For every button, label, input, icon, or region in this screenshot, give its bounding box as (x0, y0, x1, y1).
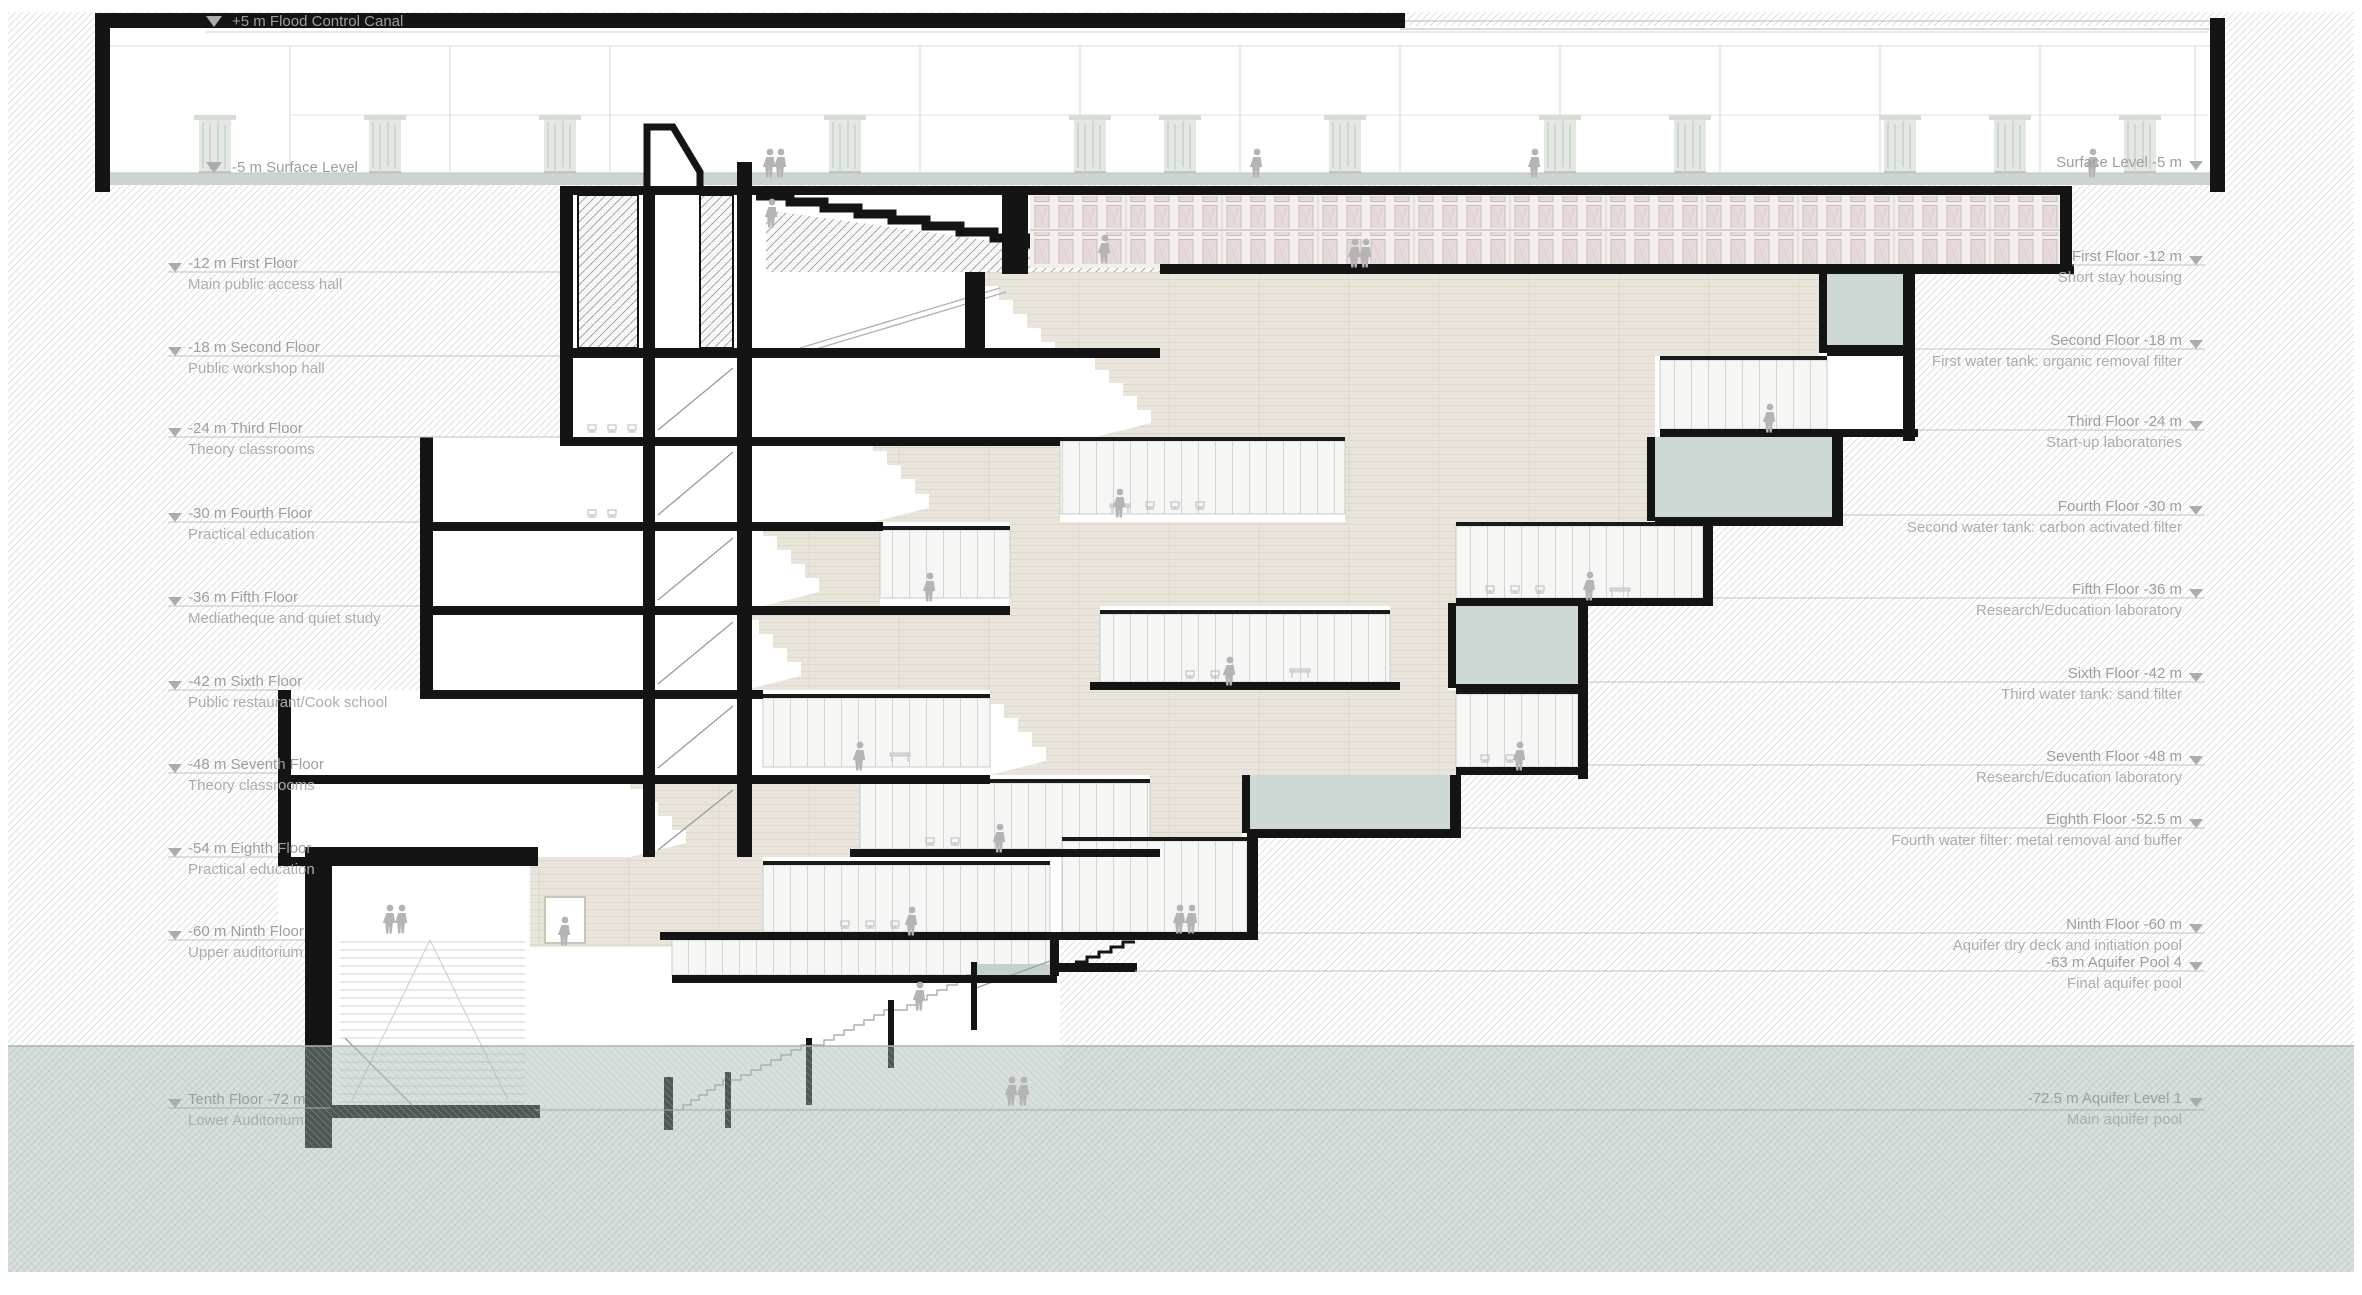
svg-text:-24 m Third Floor: -24 m Third Floor (188, 420, 303, 437)
svg-text:-18 m Second Floor: -18 m Second Floor (188, 339, 320, 356)
svg-text:Aquifer dry deck and initiatio: Aquifer dry deck and initiation pool (1953, 937, 2182, 954)
svg-text:First Floor -12 m: First Floor -12 m (2072, 248, 2182, 265)
level-label: -36 m Fifth Floor Mediatheque and quiet … (168, 589, 420, 627)
level-labels-left: +5 m Flood Control Canal -5 m Surface Le… (168, 13, 2208, 1129)
svg-text:Third Floor -24 m: Third Floor -24 m (2067, 413, 2182, 430)
svg-text:Seventh Floor -48 m: Seventh Floor -48 m (2046, 748, 2182, 765)
svg-text:Public workshop hall: Public workshop hall (188, 360, 325, 377)
svg-text:Fifth Floor -36 m: Fifth Floor -36 m (2072, 581, 2182, 598)
svg-text:Public restaurant/Cook school: Public restaurant/Cook school (188, 694, 387, 711)
stair-tower-top (643, 123, 704, 194)
first-water-tank (1827, 272, 1910, 349)
third-water-tank (1456, 603, 1582, 686)
svg-text:Third water tank: sand filter: Third water tank: sand filter (2001, 686, 2182, 703)
second-water-tank (1655, 437, 1832, 519)
svg-text:Start-up laboratories: Start-up laboratories (2046, 434, 2182, 451)
level-label: -72.5 m Aquifer Level 1 Main aquifer poo… (2028, 1090, 2203, 1128)
aquifer-pool (8, 1045, 2354, 1272)
svg-text:Final aquifer pool: Final aquifer pool (2067, 975, 2182, 992)
svg-text:Surface Level -5 m: Surface Level -5 m (2056, 154, 2182, 171)
svg-text:-42 m Sixth Floor: -42 m Sixth Floor (188, 673, 302, 690)
svg-text:Research/Education laboratory: Research/Education laboratory (1976, 602, 2182, 619)
initiation-pool (977, 964, 1052, 975)
svg-text:Main aquifer pool: Main aquifer pool (2067, 1111, 2182, 1128)
short-stay-housing-band (1030, 192, 2060, 268)
svg-text:-72.5 m Aquifer Level 1: -72.5 m Aquifer Level 1 (2028, 1090, 2182, 1107)
level-label: -42 m Sixth Floor Public restaurant/Cook… (168, 673, 387, 711)
svg-text:Tenth Floor -72 m: Tenth Floor -72 m (188, 1091, 306, 1108)
level-label: -24 m Third Floor Theory classrooms (168, 420, 560, 458)
svg-text:Mediatheque and quiet study: Mediatheque and quiet study (188, 610, 381, 627)
svg-text:Practical education: Practical education (188, 526, 315, 543)
svg-text:Main public access hall: Main public access hall (188, 276, 342, 293)
walls (278, 162, 2072, 1148)
level-label: -18 m Second Floor Public workshop hall (168, 339, 560, 377)
svg-text:-5 m Surface Level: -5 m Surface Level (232, 159, 358, 176)
level-label: -48 m Seventh Floor Theory classrooms (168, 756, 324, 794)
terraces (530, 272, 1819, 947)
level-label: -54 m Eighth Floor Practical education (168, 840, 315, 878)
svg-text:-60 m Ninth Floor: -60 m Ninth Floor (188, 923, 304, 940)
canal-interior (108, 26, 2212, 176)
level-label: Eighth Floor -52.5 m Fourth water filter… (1461, 811, 2205, 849)
svg-text:First water tank: organic remo: First water tank: organic removal filter (1932, 353, 2182, 370)
level-label: -30 m Fourth Floor Practical education (168, 505, 420, 543)
svg-text:-36 m Fifth Floor: -36 m Fifth Floor (188, 589, 298, 606)
svg-text:-63 m Aquifer Pool 4: -63 m Aquifer Pool 4 (2046, 954, 2182, 971)
water-tanks (977, 272, 1910, 975)
terrace-rooms (671, 356, 1828, 976)
level-label: +5 m Flood Control Canal (206, 13, 2208, 33)
core-hatched-walls (577, 194, 734, 349)
level-labels-right: Surface Level -5 m First Floor -12 m Sho… (1135, 154, 2205, 1128)
level-label: -63 m Aquifer Pool 4 Final aquifer pool (1135, 954, 2205, 992)
svg-text:Lower Auditorium: Lower Auditorium (188, 1112, 304, 1129)
level-label: Fifth Floor -36 m Research/Education lab… (1713, 581, 2205, 619)
level-label: Fourth Floor -30 m Second water tank: ca… (1843, 498, 2205, 536)
svg-text:Fourth Floor -30 m: Fourth Floor -30 m (2058, 498, 2182, 515)
svg-text:Second Floor -18 m: Second Floor -18 m (2050, 332, 2182, 349)
svg-text:Second water tank: carbon acti: Second water tank: carbon activated filt… (1907, 519, 2182, 536)
svg-text:Practical education: Practical education (188, 861, 315, 878)
level-label: Ninth Floor -60 m Aquifer dry deck and i… (1258, 916, 2205, 954)
level-label: -5 m Surface Level (206, 159, 358, 176)
svg-text:Theory classrooms: Theory classrooms (188, 777, 315, 794)
svg-text:Eighth Floor -52.5 m: Eighth Floor -52.5 m (2046, 811, 2182, 828)
level-label: Third Floor -24 m Start-up laboratories (1918, 413, 2205, 451)
level-label: First Floor -12 m Short stay housing (2058, 248, 2205, 286)
canal-level (95, 13, 2225, 194)
svg-text:+5 m Flood Control Canal: +5 m Flood Control Canal (232, 13, 403, 30)
svg-text:Short stay housing: Short stay housing (2058, 269, 2182, 286)
svg-text:Ninth Floor -60 m: Ninth Floor -60 m (2066, 916, 2182, 933)
level-label: -60 m Ninth Floor Upper auditorium (168, 923, 305, 961)
svg-text:Theory classrooms: Theory classrooms (188, 441, 315, 458)
svg-text:-48 m Seventh Floor: -48 m Seventh Floor (188, 756, 324, 773)
surface-water-strip (110, 173, 2210, 185)
level-label: Second Floor -18 m First water tank: org… (1915, 332, 2205, 370)
svg-text:-54 m Eighth Floor: -54 m Eighth Floor (188, 840, 311, 857)
level-label: -12 m First Floor Main public access hal… (168, 255, 560, 293)
svg-text:Upper auditorium: Upper auditorium (188, 944, 303, 961)
level-label: Tenth Floor -72 m Lower Auditorium (168, 1091, 330, 1129)
svg-text:-30 m Fourth Floor: -30 m Fourth Floor (188, 505, 312, 522)
level-label: Surface Level -5 m (2056, 154, 2203, 171)
level-label: Sixth Floor -42 m Third water tank: sand… (1588, 665, 2205, 703)
svg-text:Sixth Floor -42 m: Sixth Floor -42 m (2068, 665, 2182, 682)
svg-text:-12 m First Floor: -12 m First Floor (188, 255, 298, 272)
fourth-water-filter (1250, 775, 1457, 831)
level-label: Seventh Floor -48 m Research/Education l… (1588, 748, 2205, 786)
svg-text:Research/Education laboratory: Research/Education laboratory (1976, 769, 2182, 786)
svg-text:Fourth water filter: metal rem: Fourth water filter: metal removal and b… (1891, 832, 2182, 849)
